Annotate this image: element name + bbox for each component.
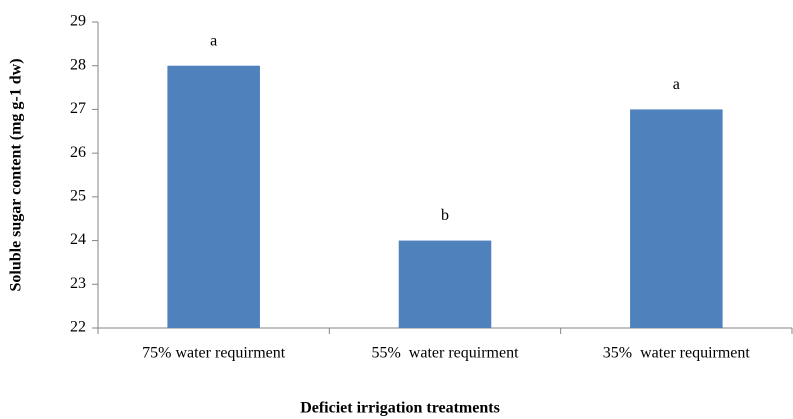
y-tick-label: 28 [70,56,86,73]
x-tick-label: 75% water requirment [142,345,286,362]
y-tick-label: 22 [70,319,86,336]
x-axis-label: Deficiet irrigation treatments [300,400,500,417]
y-tick-label: 29 [70,13,86,30]
y-tick-label: 23 [70,275,86,292]
y-tick-label: 24 [70,231,86,248]
bar [167,65,260,328]
y-tick-label: 25 [70,188,86,205]
bar [630,109,723,328]
y-tick-label: 26 [70,144,86,161]
x-tick-label: 35% water requirment [603,345,751,362]
bar [398,240,492,328]
bar-annotation: a [673,76,680,93]
bar-annotation: a [210,32,217,49]
bar-annotation: b [441,207,449,224]
y-axis-label: Soluble sugar content (mg g-1 dw) [8,58,25,291]
x-tick-label: 55% water requirment [371,345,519,362]
y-tick-label: 27 [70,100,86,117]
